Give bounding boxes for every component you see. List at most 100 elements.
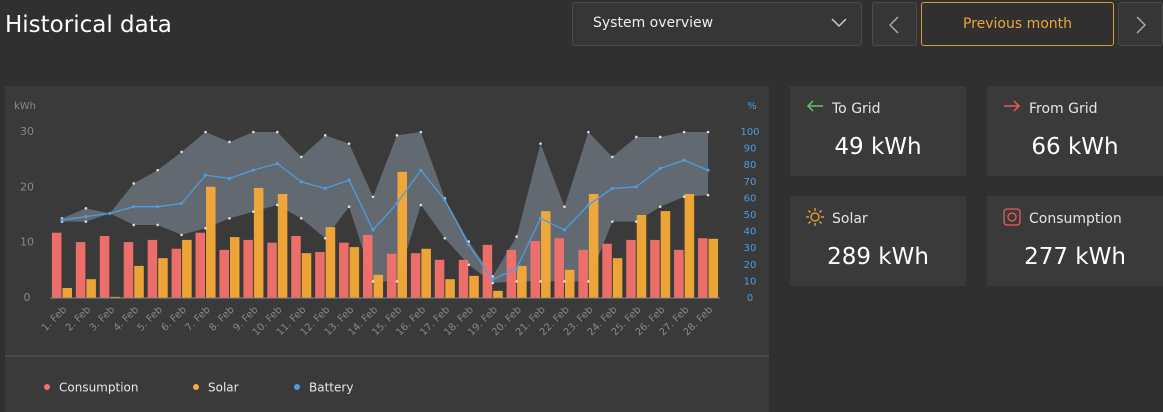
line-point — [706, 168, 710, 172]
line-point — [132, 205, 136, 209]
bar — [698, 238, 708, 298]
y-tick-label: 20 — [20, 180, 34, 193]
line-point — [562, 228, 567, 232]
bar — [660, 211, 671, 298]
chevron-right — [1136, 16, 1146, 34]
next-button[interactable] — [1118, 2, 1163, 46]
bar — [636, 215, 647, 298]
line-point — [60, 218, 64, 222]
stat-card: From Grid 66 kWh — [987, 86, 1163, 176]
battery-range-point — [371, 280, 375, 283]
line-point — [84, 215, 88, 219]
line-point — [347, 178, 351, 182]
legend-label: Consumption — [59, 381, 138, 395]
line-point — [586, 203, 590, 207]
battery-range-point — [587, 130, 590, 134]
battery-range-point — [395, 134, 399, 137]
legend-label: Battery — [309, 381, 353, 395]
line-point — [180, 201, 184, 205]
battery-range-point — [706, 130, 710, 134]
battery-range-point — [658, 205, 662, 208]
stat-value: 277 kWh — [1024, 244, 1126, 270]
bar — [530, 241, 541, 298]
line-point — [108, 211, 112, 215]
bar — [541, 211, 551, 298]
battery-range-point — [682, 130, 686, 134]
bar — [363, 234, 373, 298]
battery-range-point — [658, 135, 662, 139]
bar — [99, 236, 110, 298]
bar — [123, 242, 134, 298]
line-point — [371, 228, 375, 232]
battery-range-point — [204, 130, 207, 134]
y2-tick-label: 100 — [740, 127, 759, 138]
battery-range-point — [539, 280, 542, 283]
bar — [219, 249, 229, 298]
battery-range-point — [180, 150, 183, 154]
battery-range-point — [299, 155, 303, 159]
line-point — [467, 243, 471, 247]
line-point — [203, 173, 208, 177]
bar — [517, 265, 527, 298]
y2-tick-label: 40 — [744, 227, 757, 238]
consumption-icon — [1003, 208, 1021, 226]
chevron-left — [889, 16, 899, 34]
bar — [578, 249, 588, 298]
bar — [243, 239, 253, 298]
battery-range-point — [180, 233, 183, 237]
line-point — [299, 180, 303, 184]
battery-range-point — [276, 203, 279, 207]
bar — [626, 239, 636, 298]
stat-value: 49 kWh — [834, 134, 922, 160]
bar — [506, 249, 517, 298]
bar — [588, 193, 599, 298]
battery-range-point — [156, 168, 159, 172]
battery-range-point — [419, 203, 423, 207]
battery-range-point — [443, 236, 447, 240]
y-tick-label: 10 — [20, 236, 34, 249]
battery-range-point — [252, 130, 255, 134]
arrow-icon — [1004, 100, 1021, 112]
battery-range-point — [252, 210, 255, 213]
bar — [602, 243, 612, 298]
bar — [315, 252, 325, 298]
battery-range-point — [491, 281, 494, 285]
bar — [182, 239, 192, 298]
bar — [434, 259, 445, 298]
battery-range-point — [467, 240, 471, 243]
bar — [229, 237, 240, 298]
line-point — [515, 266, 519, 270]
bar — [445, 279, 455, 298]
battery-range-point — [563, 280, 566, 283]
dropdown[interactable]: System overview — [572, 2, 862, 46]
bar — [564, 269, 575, 298]
line-point — [658, 166, 662, 171]
battery-range-point — [611, 155, 614, 159]
bar — [147, 239, 158, 298]
y-tick-label: 0 — [24, 291, 31, 304]
dropdown-label: System overview — [593, 15, 714, 31]
bar — [277, 193, 288, 298]
prev-button[interactable] — [872, 2, 917, 46]
line-point — [443, 198, 447, 202]
battery-range-point — [515, 235, 518, 238]
battery-range-point — [563, 205, 566, 208]
bar — [171, 248, 182, 298]
bar — [339, 242, 349, 298]
stat-label: Solar — [832, 211, 868, 227]
bar — [86, 279, 96, 298]
battery-range-point — [682, 195, 686, 199]
battery-range-point — [228, 217, 231, 220]
battery-range-point — [634, 135, 638, 139]
y2-tick-label: 70 — [744, 177, 757, 188]
y2-tick-label: 0 — [747, 293, 753, 304]
line-point — [251, 168, 255, 172]
y2-tick-label: 60 — [744, 193, 757, 204]
y2-tick-label: 10 — [744, 276, 757, 287]
legend-marker — [193, 384, 199, 390]
previous-month-button[interactable]: Previous month — [921, 2, 1114, 46]
line-point — [275, 161, 279, 166]
y2-tick-label: 50 — [744, 210, 757, 221]
battery-range-point — [587, 280, 590, 283]
